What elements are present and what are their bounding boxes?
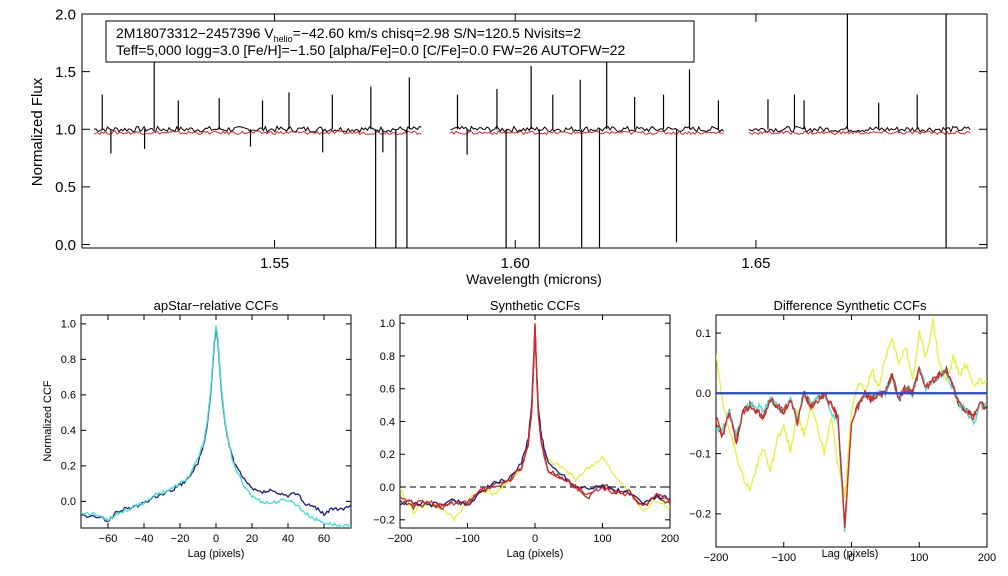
spectrum-model-chip-2 xyxy=(450,130,724,136)
ccf2-ytick-label: 0.2 xyxy=(380,449,395,461)
ccf3-ytick-label: 0.0 xyxy=(696,388,711,400)
spectrum-ytick-label: 2.0 xyxy=(55,6,76,23)
spectrum-observed-chip-1 xyxy=(93,125,422,134)
spectrum-model-chip-1 xyxy=(93,130,422,136)
ccf1-xtick-label: −60 xyxy=(99,533,118,545)
ccf2-series-syn-navy xyxy=(400,326,670,508)
spectrum-ytick-label: 0.5 xyxy=(55,179,76,196)
ccf3-xtick-label: −100 xyxy=(771,552,796,564)
ccf1-ylabel: Normalized CCF xyxy=(42,380,54,462)
ccf1-xlabel: Lag (pixels) xyxy=(188,548,245,560)
spectrum-xtick-label: 1.55 xyxy=(260,255,289,272)
ccf1-xtick-label: −40 xyxy=(135,533,154,545)
ccf1-ytick-label: 0.0 xyxy=(61,496,76,508)
ccf1-xtick-label: 0 xyxy=(213,533,219,545)
ccf3-series-diff-brown xyxy=(716,364,987,524)
ccf1-xtick-label: 60 xyxy=(318,533,330,545)
ccf3-series-diff-yellow xyxy=(716,318,987,499)
ccf2-xlabel: Lag (pixels) xyxy=(507,548,564,560)
spectrum-legend-line1: 2M18073312−2457396 Vhelio=−42.60 km/s ch… xyxy=(116,25,581,44)
ccf1-ytick-label: 0.2 xyxy=(61,461,76,473)
ccf1-series-ccf-navy xyxy=(81,327,351,523)
spectrum-legend-line2: Teff=5,000 logg=3.0 [Fe/H]=−1.50 [alpha/… xyxy=(116,42,625,58)
ccf1-ytick-label: 0.6 xyxy=(61,390,76,402)
ccf1-ytick-label: 0.8 xyxy=(61,354,76,366)
spectrum-observed-chip-2 xyxy=(450,125,725,134)
spectrum-ytick-label: 1.0 xyxy=(55,122,76,139)
legend-vhelio-sub: helio xyxy=(274,34,293,44)
spectrum-xtick-label: 1.60 xyxy=(501,255,530,272)
spectrum-ylabel: Normalized Flux xyxy=(29,77,46,186)
spectrum-ytick-label: 0.0 xyxy=(55,237,76,254)
ccf2-ytick-label: 1.0 xyxy=(380,318,395,330)
ccf1-ytick-label: 0.4 xyxy=(61,425,76,437)
ccf3-ytick-label: −0.2 xyxy=(689,509,711,521)
spectrum-xlabel: Wavelength (microns) xyxy=(466,271,602,287)
ccf3-xtick-label: 200 xyxy=(978,552,996,564)
ccf2-ytick-label: 0.6 xyxy=(380,384,395,396)
ccf3-title: Difference Synthetic CCFs xyxy=(774,298,927,313)
ccf2-ytick-label: 0.8 xyxy=(380,351,395,363)
ccf2-series-syn-red xyxy=(400,323,670,509)
ccf3-series-diff-red xyxy=(716,366,987,529)
ccf3-ytick-label: 0.1 xyxy=(696,328,711,340)
ccf2-ytick-label: 0.4 xyxy=(380,416,395,428)
ccf2-xtick-label: −200 xyxy=(388,533,413,545)
spectrum-ytick-label: 1.5 xyxy=(55,64,76,81)
ccf3-xlabel: Lag (pixels) xyxy=(822,548,879,560)
ccf3-xtick-label: −200 xyxy=(704,552,729,564)
ccf3-xtick-label: 100 xyxy=(910,552,928,564)
ccf1-title: apStar−relative CCFs xyxy=(154,298,279,313)
ccf2-series-syn-yellow xyxy=(400,331,670,523)
ccf2-ytick-label: −0.2 xyxy=(373,515,395,527)
ccf2-series-syn-brown xyxy=(400,324,670,511)
spectrum-panel: Normalized Flux Wavelength (microns) 1.5… xyxy=(29,6,988,287)
legend-stats: =−42.60 km/s chisq=2.98 S/N=120.5 Nvisit… xyxy=(293,25,582,41)
ccf3-ytick-label: −0.1 xyxy=(689,448,711,460)
ccf3-panel: Difference Synthetic CCFs Lag (pixels) −… xyxy=(689,298,996,564)
spectrum-xtick-label: 1.65 xyxy=(741,255,770,272)
ccf1-panel: apStar−relative CCFs Lag (pixels) Normal… xyxy=(42,298,352,560)
ccf1-series-ccf-cyan xyxy=(81,325,351,528)
legend-star-id: 2M18073312−2457396 V xyxy=(116,25,274,41)
ccf2-xtick-label: 200 xyxy=(661,533,679,545)
ccf2-xtick-label: 100 xyxy=(593,533,611,545)
ccf2-panel: Synthetic CCFs Lag (pixels) −200 −100 0 100… xyxy=(373,298,679,560)
ccf1-frame xyxy=(80,314,352,529)
ccf1-ytick-label: 1.0 xyxy=(61,319,76,331)
spectrum-legend-box xyxy=(105,20,695,63)
ccf1-xtick-label: −20 xyxy=(171,533,190,545)
ccf2-xtick-label: 0 xyxy=(532,533,538,545)
ccf2-ytick-label: 0.0 xyxy=(380,482,395,494)
spectrum-frame xyxy=(81,13,988,249)
ccf2-xtick-label: −100 xyxy=(455,533,480,545)
ccf3-xtick-label: 0 xyxy=(848,552,854,564)
ccf1-xtick-label: 40 xyxy=(282,533,294,545)
ccf2-title: Synthetic CCFs xyxy=(490,298,581,313)
spectrum-model-chip-3 xyxy=(748,130,971,136)
ccf1-xtick-label: 20 xyxy=(246,533,258,545)
